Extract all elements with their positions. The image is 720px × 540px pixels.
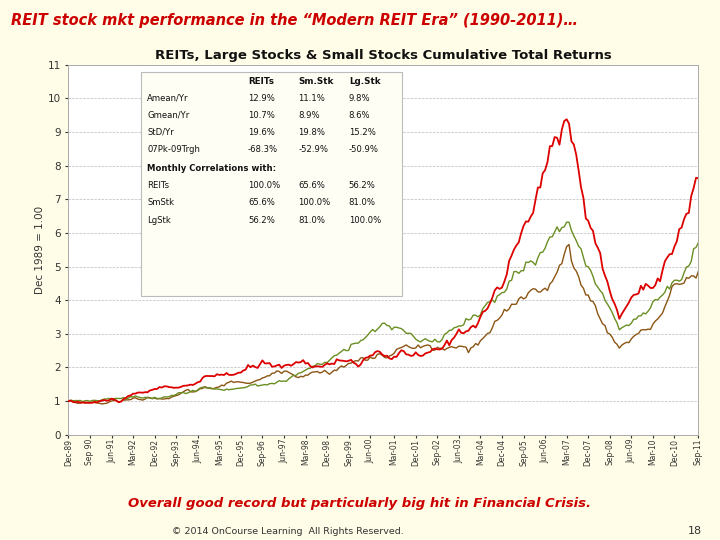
Text: 100.0%: 100.0% bbox=[298, 198, 330, 207]
Text: 19.6%: 19.6% bbox=[248, 127, 275, 137]
Text: Monthly Correlations with:: Monthly Correlations with: bbox=[147, 164, 276, 173]
Text: 8.9%: 8.9% bbox=[298, 111, 320, 120]
Text: 56.2%: 56.2% bbox=[248, 215, 275, 225]
Text: 19.8%: 19.8% bbox=[298, 127, 325, 137]
Text: SmStk: SmStk bbox=[147, 198, 174, 207]
Text: 15.2%: 15.2% bbox=[348, 127, 376, 137]
Text: 65.6%: 65.6% bbox=[248, 198, 275, 207]
Text: 12.9%: 12.9% bbox=[248, 93, 275, 103]
Y-axis label: Dec 1989 = 1.00: Dec 1989 = 1.00 bbox=[35, 206, 45, 294]
Text: REIT stock mkt performance in the “Modern REIT Era” (1990-2011)…: REIT stock mkt performance in the “Moder… bbox=[11, 14, 577, 29]
FancyBboxPatch shape bbox=[141, 72, 402, 296]
Text: Amean/Yr: Amean/Yr bbox=[147, 93, 189, 103]
Text: StD/Yr: StD/Yr bbox=[147, 127, 174, 137]
Text: Sm.Stk: Sm.Stk bbox=[298, 77, 334, 86]
Text: REITs: REITs bbox=[147, 181, 169, 190]
Text: -52.9%: -52.9% bbox=[298, 145, 328, 154]
Text: © 2014 OnCourse Learning  All Rights Reserved.: © 2014 OnCourse Learning All Rights Rese… bbox=[172, 526, 404, 536]
Text: -50.9%: -50.9% bbox=[348, 145, 379, 154]
Text: 10.7%: 10.7% bbox=[248, 111, 275, 120]
Text: -68.3%: -68.3% bbox=[248, 145, 278, 154]
Text: 07Pk-09Trgh: 07Pk-09Trgh bbox=[147, 145, 200, 154]
Text: 9.8%: 9.8% bbox=[348, 93, 370, 103]
Text: 81.0%: 81.0% bbox=[298, 215, 325, 225]
Text: 100.0%: 100.0% bbox=[248, 181, 280, 190]
Text: REITs: REITs bbox=[248, 77, 274, 86]
Text: Overall good record but particularly big hit in Financial Crisis.: Overall good record but particularly big… bbox=[128, 497, 592, 510]
Text: 100.0%: 100.0% bbox=[348, 215, 381, 225]
Text: 8.6%: 8.6% bbox=[348, 111, 370, 120]
Text: Gmean/Yr: Gmean/Yr bbox=[147, 111, 189, 120]
Text: Lg.Stk: Lg.Stk bbox=[348, 77, 380, 86]
Text: 81.0%: 81.0% bbox=[348, 198, 376, 207]
Text: 56.2%: 56.2% bbox=[348, 181, 376, 190]
Text: 11.1%: 11.1% bbox=[298, 93, 325, 103]
Title: REITs, Large Stocks & Small Stocks Cumulative Total Returns: REITs, Large Stocks & Small Stocks Cumul… bbox=[155, 49, 612, 62]
Text: 65.6%: 65.6% bbox=[298, 181, 325, 190]
Text: LgStk: LgStk bbox=[147, 215, 171, 225]
Text: 18: 18 bbox=[688, 525, 702, 536]
